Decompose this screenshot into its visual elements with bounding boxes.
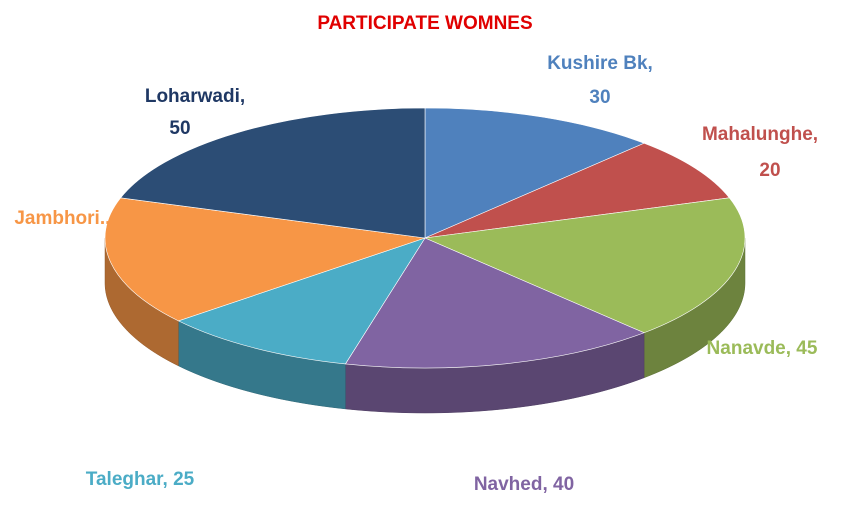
data-label: Kushire Bk, 30 [547, 53, 653, 108]
slice [104, 197, 426, 322]
slice [423, 197, 746, 334]
slice [120, 107, 426, 239]
slice [424, 107, 645, 239]
slice [177, 237, 426, 365]
slice [424, 142, 730, 239]
data-label: Nanavde, 45 [707, 338, 818, 359]
data-label-line: Kushire Bk, [547, 53, 653, 74]
data-label: Mahalunghe, 20 [702, 124, 818, 181]
data-label: Taleghar, 25 [86, 469, 195, 490]
data-label-line: 30 [589, 87, 610, 108]
data-label-line: 50 [169, 118, 190, 139]
data-label: Navhed, 40 [474, 474, 574, 495]
slice [344, 237, 645, 369]
chart-title: PARTICIPATE WOMNES [317, 13, 532, 34]
data-label-line: Loharwadi, [145, 86, 245, 107]
data-label-line: 20 [759, 160, 780, 181]
data-label: Jambhori... [14, 208, 115, 229]
data-label-line: Mahalunghe, [702, 124, 818, 145]
data-label: Loharwadi, 50 [145, 86, 245, 139]
